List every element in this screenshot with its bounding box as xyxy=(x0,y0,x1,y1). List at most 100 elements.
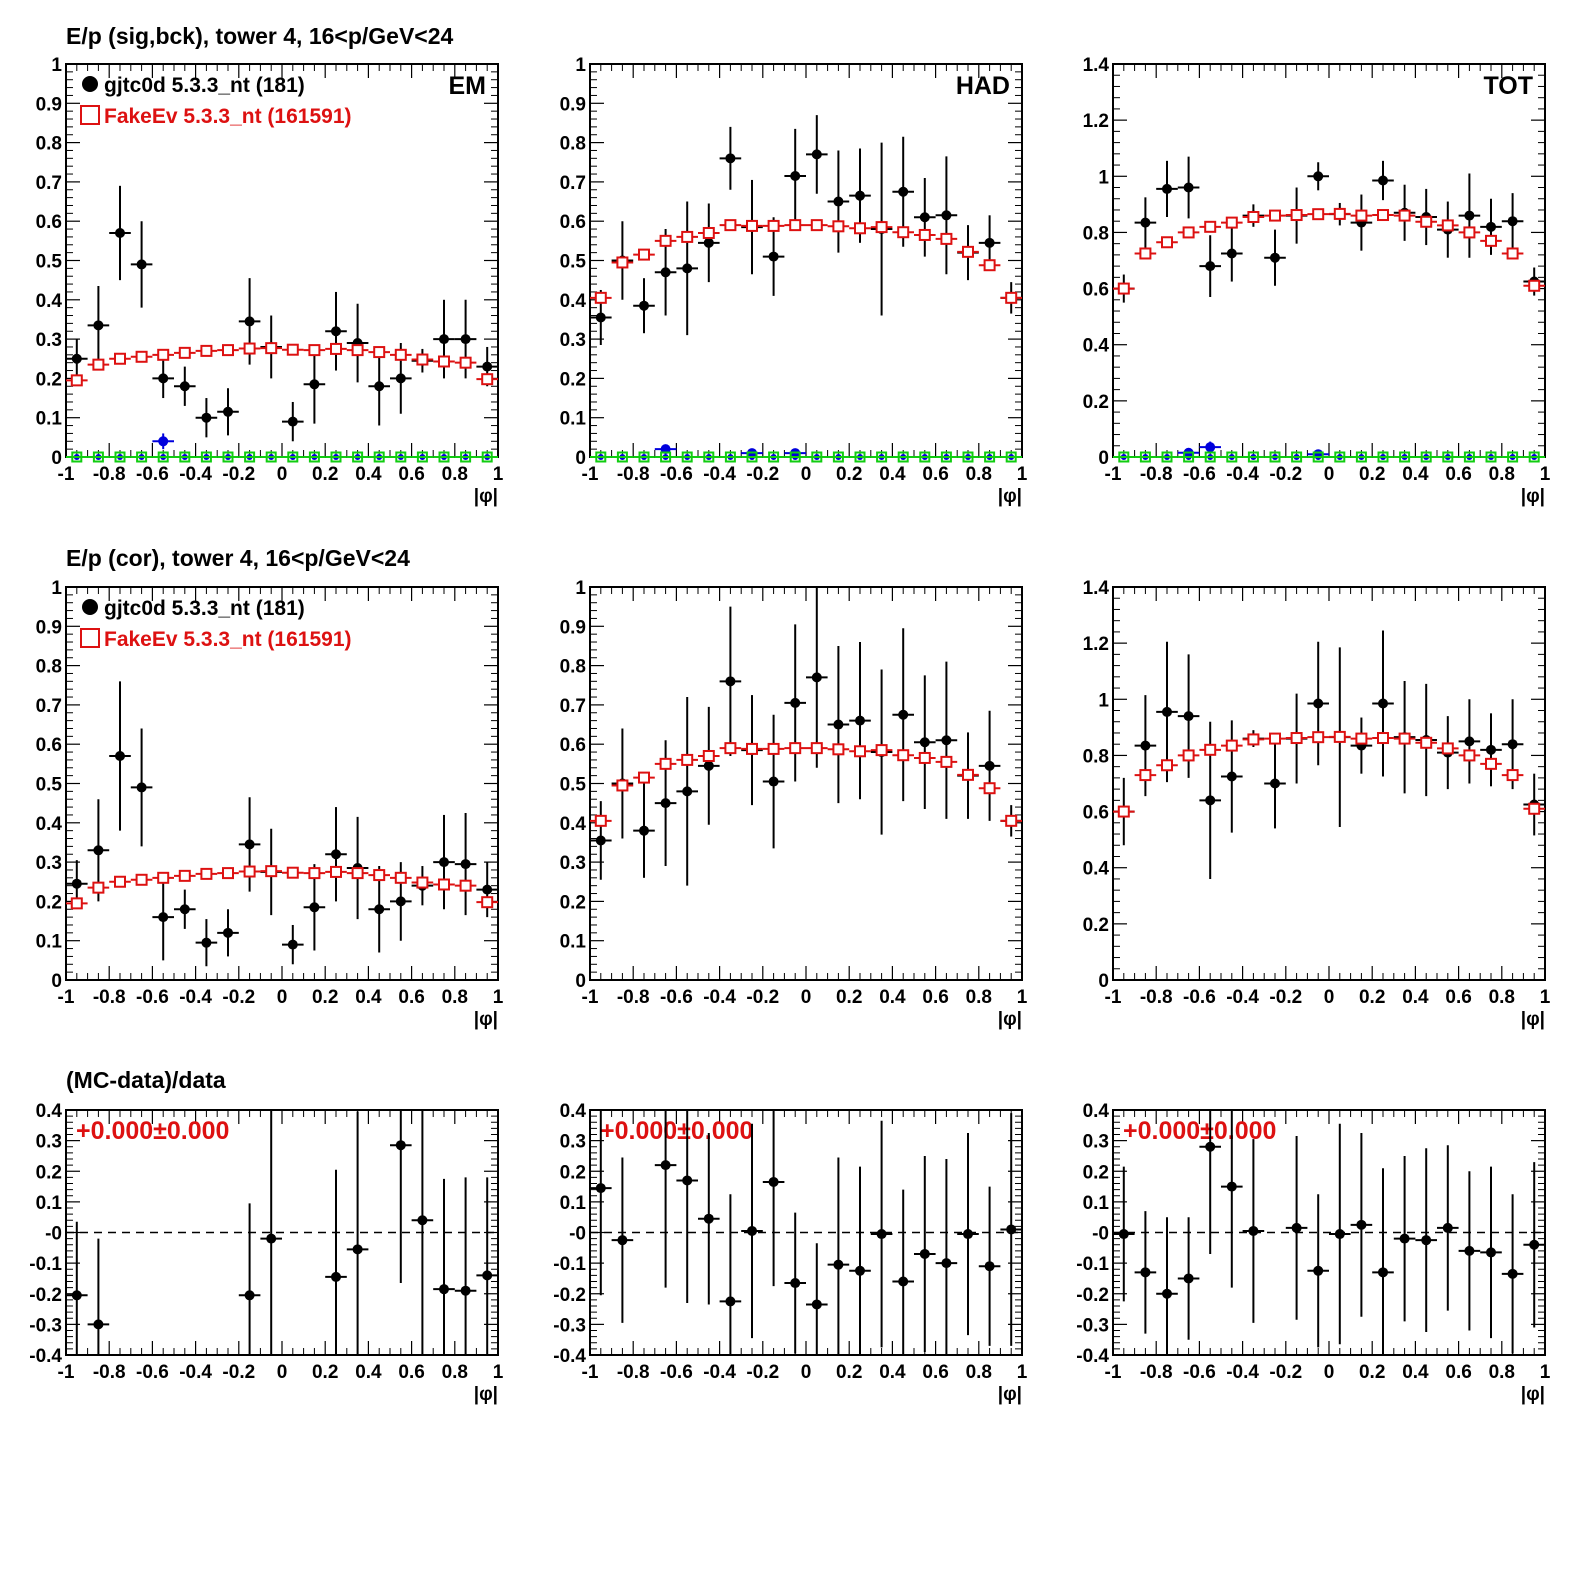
data-marker xyxy=(1486,744,1496,755)
green-marker xyxy=(265,451,277,463)
y-tick-label: 1.4 xyxy=(1083,578,1110,599)
y-tick-label: -0.2 xyxy=(1076,1285,1109,1306)
mc-marker xyxy=(1161,236,1173,249)
y-tick-label: 1 xyxy=(1098,690,1109,711)
y-tick-label: 1.2 xyxy=(1083,111,1109,132)
mc-marker xyxy=(1441,742,1454,755)
green-marker xyxy=(1247,451,1259,463)
data-marker xyxy=(1464,1245,1475,1256)
mc-marker xyxy=(178,346,191,359)
mc-marker xyxy=(1528,279,1541,292)
green-marker xyxy=(1005,451,1017,463)
panel-r1c1: 00.10.20.30.40.50.60.70.80.91-1 -0.8 -0.6-… xyxy=(560,578,1028,1030)
x-tick-label: -0.2 xyxy=(746,987,779,1008)
green-marker xyxy=(222,451,234,463)
mc-marker xyxy=(394,348,407,361)
mc-marker xyxy=(394,871,407,884)
data-marker xyxy=(287,939,298,950)
y-tick-label: 0.8 xyxy=(1083,223,1109,244)
mc-marker xyxy=(810,742,823,755)
green-marker xyxy=(287,451,299,463)
x-tick-label: 0.2 xyxy=(836,464,862,485)
green-marker xyxy=(876,451,888,463)
x-tick-label: 0.8 xyxy=(966,1362,992,1383)
series-blue xyxy=(73,433,491,460)
data-marker xyxy=(1183,711,1194,722)
mc-marker xyxy=(810,219,823,232)
x-tick-label: -0.4 xyxy=(1226,987,1259,1008)
x-tick-label: -0.8 xyxy=(617,987,650,1008)
x-axis-label: |φ| xyxy=(1521,486,1545,507)
data-marker xyxy=(1399,1233,1410,1244)
blue-marker xyxy=(1205,442,1216,453)
x-tick-label: 0.8 xyxy=(1489,987,1515,1008)
y-tick-label: 0.8 xyxy=(560,134,586,155)
mc-marker xyxy=(681,230,694,243)
green-marker xyxy=(1118,451,1130,463)
x-tick-label: -0.6 xyxy=(1183,464,1216,485)
data-marker xyxy=(660,1160,671,1171)
x-tick-label: -0.6 xyxy=(136,987,169,1008)
data-marker xyxy=(331,1271,341,1282)
x-tick-label: 0.8 xyxy=(966,464,992,485)
data-marker xyxy=(136,782,147,793)
y-tick-label: -0.1 xyxy=(553,1254,586,1275)
data-marker xyxy=(1205,261,1216,272)
x-tick-label: 1 xyxy=(1017,1362,1028,1383)
row-title-cor: E/p (cor), tower 4, 16<p/GeV<24 xyxy=(66,545,410,571)
green-marker xyxy=(897,451,909,463)
ratio-annotation: +0.000±0.000 xyxy=(76,1117,229,1145)
x-tick-label: 0 xyxy=(277,464,288,485)
y-tick-label: 0.4 xyxy=(36,1101,63,1122)
green-marker xyxy=(308,451,320,463)
mc-marker xyxy=(767,219,780,232)
data-marker xyxy=(93,1319,104,1330)
data-marker xyxy=(682,263,693,274)
x-tick-label: 0.2 xyxy=(836,1362,862,1383)
green-marker xyxy=(1204,451,1216,463)
y-tick-label: -0.2 xyxy=(29,1285,62,1306)
mc-marker xyxy=(265,342,278,355)
data-marker xyxy=(1507,1268,1518,1279)
mc-marker xyxy=(1355,732,1368,745)
data-marker xyxy=(287,416,298,427)
green-marker xyxy=(638,451,650,463)
x-tick-label: -0.8 xyxy=(93,987,126,1008)
data-marker xyxy=(309,379,320,390)
panel-r0c0: 00.10.20.30.40.50.60.70.80.91-1 -0.8 -0.6-… xyxy=(36,55,504,507)
data-marker xyxy=(439,857,449,868)
mc-marker xyxy=(1139,769,1152,782)
mc-marker xyxy=(200,344,213,357)
data-marker xyxy=(639,300,649,311)
green-marker xyxy=(373,451,385,463)
x-tick-label: -0.8 xyxy=(93,464,126,485)
green-marker xyxy=(1334,451,1346,463)
green-marker xyxy=(595,451,607,463)
mc-marker xyxy=(1312,731,1325,744)
green-marker xyxy=(1312,451,1324,463)
data-marker xyxy=(898,709,909,720)
green-marker xyxy=(395,451,407,463)
green-marker xyxy=(438,451,450,463)
y-tick-label: 0.4 xyxy=(36,814,63,835)
mc-marker xyxy=(918,751,931,764)
y-tick-label: 1 xyxy=(51,55,62,76)
green-marker xyxy=(832,451,844,463)
data-marker xyxy=(223,927,233,938)
data-marker xyxy=(417,1215,428,1226)
series-green xyxy=(590,451,1022,463)
series-data xyxy=(66,681,498,967)
x-tick-label: 0.2 xyxy=(1359,1362,1385,1383)
mc-marker xyxy=(1204,743,1217,756)
y-tick-label: 1 xyxy=(575,578,586,599)
data-marker xyxy=(660,798,671,809)
data-marker xyxy=(1140,217,1151,228)
mc-marker xyxy=(70,374,83,387)
y-tick-label: 0.5 xyxy=(560,775,587,796)
data-marker xyxy=(395,373,406,384)
y-tick-label: 0.4 xyxy=(1083,336,1110,357)
green-marker xyxy=(114,451,126,463)
green-marker xyxy=(1269,451,1281,463)
mc-marker xyxy=(178,869,191,882)
mc-marker xyxy=(1528,802,1541,815)
